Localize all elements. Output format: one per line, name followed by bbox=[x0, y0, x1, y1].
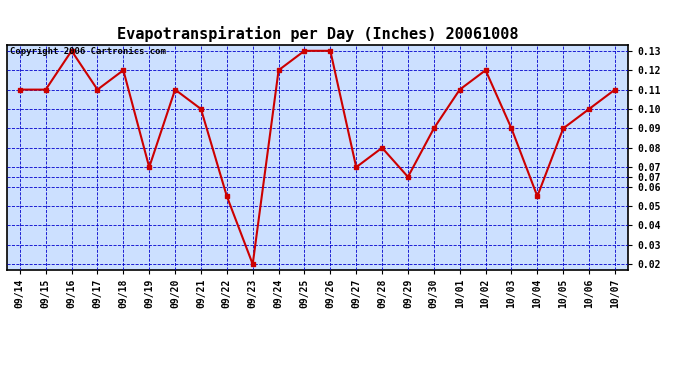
Title: Evapotranspiration per Day (Inches) 20061008: Evapotranspiration per Day (Inches) 2006… bbox=[117, 27, 518, 42]
Text: Copyright 2006 Cartronics.com: Copyright 2006 Cartronics.com bbox=[10, 47, 166, 56]
